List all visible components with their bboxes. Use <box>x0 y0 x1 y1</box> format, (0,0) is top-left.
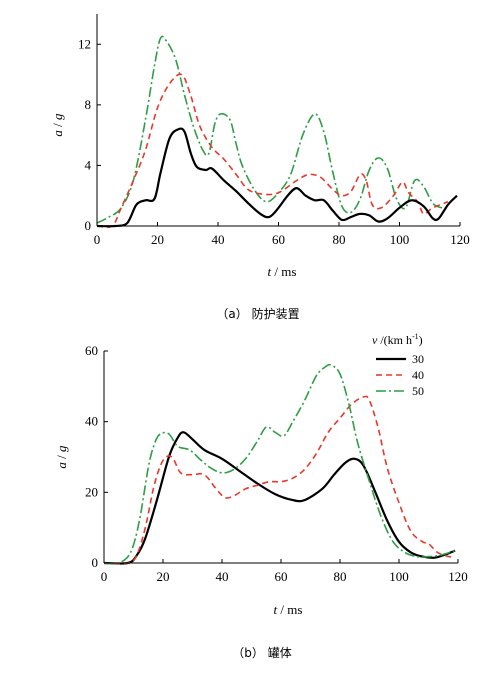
chart-a-series-v40 <box>96 73 449 229</box>
legend-label-50: 50 <box>412 384 424 398</box>
chart-b-xlabel: t / ms <box>274 602 303 617</box>
chart-b-caption: （b） 罐体 <box>232 646 291 660</box>
chart-b-x-tick-label: 20 <box>157 569 170 584</box>
legend-items: 30 40 50 <box>376 352 424 398</box>
chart-a-y-tick-label: 12 <box>78 36 91 51</box>
chart-a-ylabel: a / g <box>50 113 65 137</box>
chart-a-y-tick-label: 4 <box>85 157 92 172</box>
chart-b-y-tick-label: 0 <box>92 555 99 570</box>
chart-a-x-tick-label: 20 <box>151 232 164 247</box>
chart-a-y-tick-label: 8 <box>85 97 92 112</box>
chart-b-y-tick-label: 40 <box>85 414 98 429</box>
chart-b-legend: v /(km h-1) 30 40 50 <box>372 332 424 398</box>
chart-a-x-tick-label: 40 <box>212 232 225 247</box>
chart-a-axes: 0 20 40 60 80 100 120 0 4 8 12 <box>78 14 470 247</box>
chart-a-x-tick-label: 120 <box>450 232 470 247</box>
chart-a-x-tick-label: 100 <box>390 232 410 247</box>
chart-b-y-tick-label: 20 <box>85 484 98 499</box>
chart-b-x-tick-label: 60 <box>275 569 288 584</box>
chart-b-series-v30 <box>103 431 456 565</box>
chart-a-y-tick-label: 0 <box>85 218 92 233</box>
legend-label-40: 40 <box>412 368 424 382</box>
chart-a: 0 20 40 60 80 100 120 0 4 8 12 a / g t / ms （a） 防护… <box>50 14 470 321</box>
chart-b-axes: 0 20 40 60 80 100 120 0 20 40 60 <box>85 343 468 584</box>
chart-a-x-tick-label: 0 <box>94 232 101 247</box>
chart-b-y-tick-label: 60 <box>85 343 98 358</box>
chart-a-series-group <box>96 35 458 229</box>
chart-a-series-v30 <box>96 127 458 228</box>
chart-b-ylabel: a / g <box>54 445 69 469</box>
chart-a-series-v50 <box>96 35 448 224</box>
chart-b-series-v50 <box>103 363 456 565</box>
chart-b-x-tick-label: 0 <box>101 569 108 584</box>
chart-a-x-tick-label: 80 <box>333 232 346 247</box>
chart-b-series-group <box>103 363 456 565</box>
chart-a-caption: （a） 防护装置 <box>216 306 299 321</box>
chart-b-series-v40 <box>103 395 456 565</box>
chart-b: 0 20 40 60 80 100 120 0 20 40 60 a / g t / ms （b） … <box>54 332 468 660</box>
chart-b-x-tick-label: 120 <box>448 569 468 584</box>
chart-b-x-tick-label: 100 <box>389 569 409 584</box>
chart-b-x-tick-label: 40 <box>216 569 229 584</box>
chart-a-x-tick-label: 60 <box>272 232 285 247</box>
legend-title: v /(km h-1) <box>372 332 423 347</box>
legend-label-30: 30 <box>412 352 424 366</box>
chart-a-xlabel: t / ms <box>268 264 297 279</box>
chart-b-x-tick-label: 80 <box>334 569 347 584</box>
